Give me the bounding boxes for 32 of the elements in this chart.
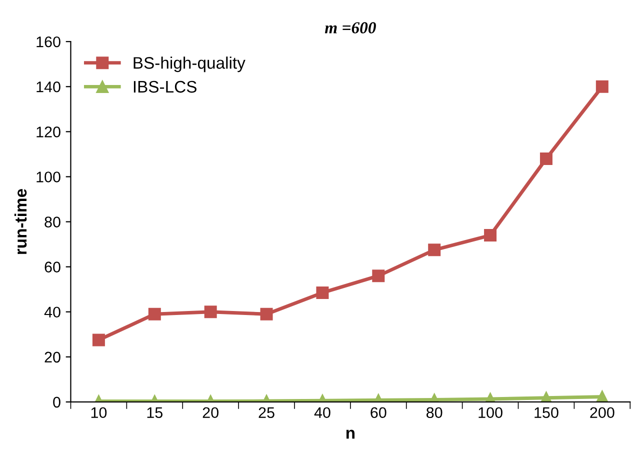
point	[260, 308, 273, 320]
point	[92, 334, 105, 346]
x-tick-label: 150	[534, 407, 558, 418]
y-tick-label: 120	[36, 126, 60, 138]
x-tick-label: 100	[478, 407, 502, 418]
x-axis-title: n	[346, 430, 354, 439]
y-tick-label: 160	[36, 36, 60, 48]
x-tick-label: 40	[314, 407, 330, 418]
x-tick-label: 200	[590, 407, 614, 418]
point	[484, 229, 497, 242]
point	[428, 244, 441, 256]
y-tick-label: 140	[36, 81, 60, 92]
y-tick-label: 60	[44, 262, 60, 272]
point	[316, 286, 329, 299]
x-tick-label: 80	[426, 407, 442, 418]
y-tick-label: 40	[44, 306, 60, 318]
y-axis-title: run-time	[14, 188, 27, 254]
x-tick-label: 20	[202, 407, 218, 418]
legend-label: IBS-LCS	[134, 80, 196, 93]
x-tick-label: 25	[258, 407, 274, 418]
y-tick-label: 80	[44, 216, 60, 228]
chart-title: m =600	[324, 22, 376, 34]
point	[148, 308, 161, 320]
x-tick-label: 60	[370, 407, 386, 418]
y-tick-label: 100	[36, 172, 60, 182]
x-tick-label: 15	[147, 407, 162, 418]
point	[372, 270, 385, 282]
legend-label: BS-high-quality	[134, 56, 246, 72]
y-tick-label: 20	[44, 352, 60, 363]
x-tick-label: 10	[91, 407, 107, 418]
point	[204, 306, 217, 318]
y-tick-label: 0	[53, 396, 60, 408]
